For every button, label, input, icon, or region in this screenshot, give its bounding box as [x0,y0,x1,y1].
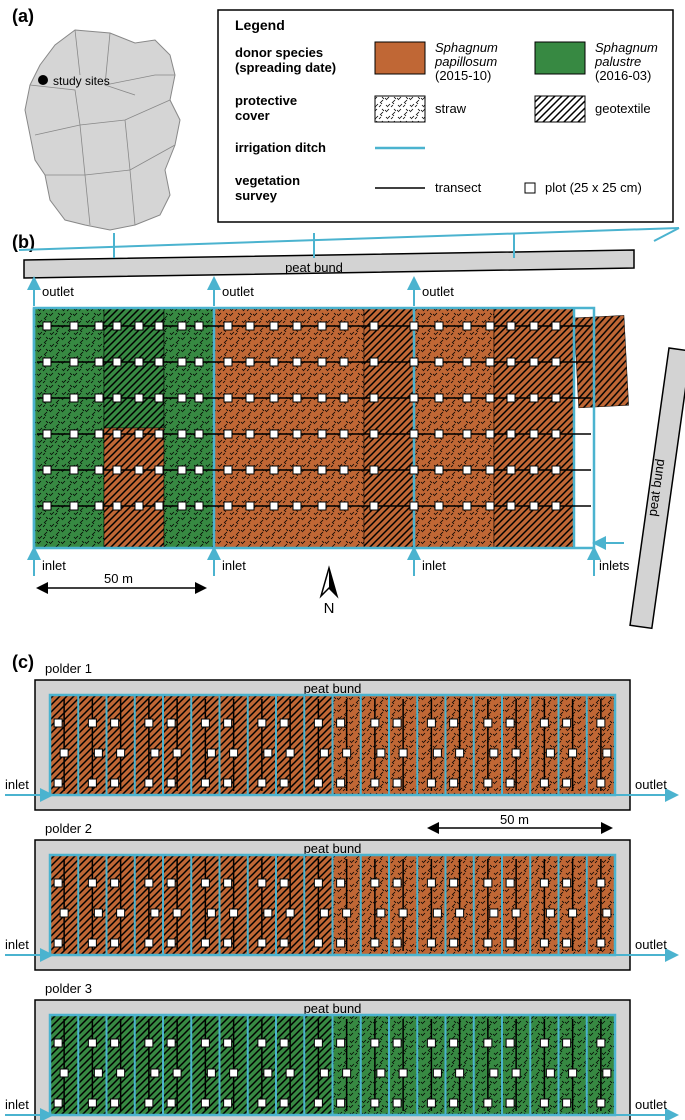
svg-text:inlet: inlet [5,777,29,792]
svg-text:50 m: 50 m [500,812,529,827]
svg-text:palustre: palustre [594,54,641,69]
svg-text:vegetation: vegetation [235,173,300,188]
svg-text:outlet: outlet [635,777,667,792]
svg-text:outlet: outlet [42,284,74,299]
svg-text:polder 1: polder 1 [45,661,92,676]
svg-text:inlet: inlet [5,937,29,952]
svg-text:transect: transect [435,180,482,195]
study-site-label: study sites [53,74,110,88]
svg-text:inlet: inlet [42,558,66,573]
panel-c: polder 1peat bundinletoutlet50 mpolder 2… [5,661,675,1120]
svg-text:outlet: outlet [422,284,454,299]
svg-text:inlet: inlet [422,558,446,573]
svg-text:geotextile: geotextile [595,101,651,116]
svg-text:polder 3: polder 3 [45,981,92,996]
panel-b: peat bundpeat bundoutletoutletoutletinle… [19,228,685,628]
svg-text:irrigation ditch: irrigation ditch [235,140,326,155]
svg-text:peat bund: peat bund [285,260,343,275]
study-site-marker [38,75,48,85]
svg-text:Sphagnum: Sphagnum [595,40,658,55]
svg-text:protective: protective [235,93,297,108]
svg-text:papillosum: papillosum [434,54,497,69]
svg-text:inlets: inlets [599,558,630,573]
panel-c-label: (c) [12,652,34,672]
svg-text:straw: straw [435,101,467,116]
svg-text:outlet: outlet [635,937,667,952]
panel-a-map: study sites [25,30,180,230]
svg-text:Sphagnum: Sphagnum [435,40,498,55]
svg-text:(2016-03): (2016-03) [595,68,651,83]
svg-text:survey: survey [235,188,278,203]
panel-a-label: (a) [12,6,34,26]
svg-text:N: N [324,600,335,617]
svg-text:polder 2: polder 2 [45,821,92,836]
legend: Legend donor species (spreading date) Sp… [218,10,673,222]
svg-text:outlet: outlet [635,1097,667,1112]
svg-text:plot (25 x 25 cm): plot (25 x 25 cm) [545,180,642,195]
legend-title: Legend [235,17,285,33]
svg-text:(spreading date): (spreading date) [235,60,336,75]
svg-text:cover: cover [235,108,270,123]
svg-text:50 m: 50 m [104,571,133,586]
svg-text:donor species: donor species [235,45,323,60]
svg-text:inlet: inlet [222,558,246,573]
svg-text:(2015-10): (2015-10) [435,68,491,83]
svg-text:outlet: outlet [222,284,254,299]
svg-text:inlet: inlet [5,1097,29,1112]
